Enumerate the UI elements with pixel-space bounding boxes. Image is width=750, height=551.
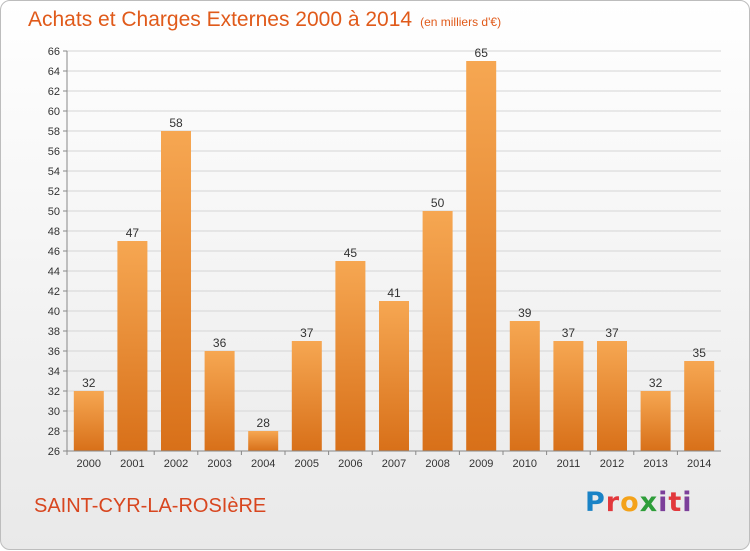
bar	[640, 391, 671, 451]
bar	[379, 301, 409, 451]
data-label: 47	[126, 226, 140, 240]
data-label: 28	[257, 416, 271, 430]
data-label: 37	[562, 326, 576, 340]
y-tick-label: 44	[48, 266, 60, 278]
y-tick-label: 30	[48, 406, 60, 418]
data-label: 41	[387, 286, 401, 300]
x-tick-label: 2004	[251, 458, 275, 470]
bar	[291, 341, 322, 451]
x-tick-label: 2005	[295, 458, 319, 470]
x-tick-label: 2001	[120, 458, 144, 470]
title-text: Achats et Charges Externes 2000 à 2014	[28, 8, 413, 31]
bar	[204, 351, 235, 451]
bar	[73, 391, 104, 451]
y-tick-label: 38	[48, 326, 60, 338]
y-tick-label: 64	[48, 66, 60, 78]
bar	[248, 431, 279, 451]
data-label: 45	[344, 246, 358, 260]
y-tick-label: 42	[48, 286, 60, 298]
bar	[161, 131, 191, 451]
bar	[466, 61, 497, 451]
bar	[597, 341, 627, 451]
data-label: 58	[169, 116, 183, 130]
data-label: 32	[649, 376, 663, 390]
x-tick-label: 2009	[469, 458, 493, 470]
x-tick-label: 2008	[425, 458, 449, 470]
bar	[553, 341, 584, 451]
data-label: 37	[300, 326, 314, 340]
bars: 32 47 58 36 28 37 45 41 50 65 39 37 37 32 35	[73, 46, 715, 451]
y-tick-label: 32	[48, 386, 60, 398]
x-tick-label: 2014	[687, 458, 711, 470]
x-tick-label: 2011	[557, 458, 581, 470]
axes: 26 28 30 32 34 36 38 40 42 44 46 48 50 52 54 56 58 60 62 64…	[48, 46, 721, 470]
x-tick-label: 2012	[600, 458, 624, 470]
y-tick-label: 26	[48, 446, 60, 458]
data-label: 36	[213, 336, 227, 350]
y-tick-label: 46	[48, 246, 60, 258]
commune-name: SAINT-CYR-LA-ROSIèRE	[34, 495, 267, 517]
x-tick-label: 2010	[513, 458, 537, 470]
bar	[422, 211, 453, 451]
data-label: 39	[518, 306, 532, 320]
y-tick-label: 52	[48, 186, 60, 198]
y-tick-label: 40	[48, 306, 60, 318]
y-tick-label: 48	[48, 226, 60, 238]
y-tick-label: 58	[48, 126, 60, 138]
y-tick-label: 56	[48, 146, 60, 158]
y-tick-label: 34	[48, 366, 60, 378]
x-tick-label: 2000	[77, 458, 101, 470]
data-label: 37	[605, 326, 619, 340]
x-tick-label: 2007	[382, 458, 406, 470]
x-tick-label: 2002	[164, 458, 188, 470]
x-tick-label: 2006	[338, 458, 362, 470]
chart-subtitle: (en milliers d'€)	[420, 15, 502, 29]
y-tick-label: 60	[48, 106, 60, 118]
y-tick-label: 54	[48, 166, 60, 178]
proxiti-logo: Proxiti	[585, 487, 693, 518]
data-label: 32	[82, 376, 96, 390]
bar	[509, 321, 540, 451]
bar	[684, 361, 715, 451]
bar	[335, 261, 366, 451]
y-tick-label: 28	[48, 426, 60, 438]
y-tick-label: 50	[48, 206, 60, 218]
y-tick-label: 66	[48, 46, 60, 58]
data-label: 65	[475, 46, 489, 60]
chart-title: Achats et Charges Externes 2000 à 2014 (e…	[28, 8, 501, 32]
data-label: 35	[693, 346, 707, 360]
y-tick-label: 36	[48, 346, 60, 358]
data-label: 50	[431, 196, 445, 210]
x-tick-label: 2013	[643, 458, 667, 470]
bar	[117, 241, 148, 451]
x-tick-label: 2003	[207, 458, 231, 470]
y-tick-label: 62	[48, 86, 60, 98]
